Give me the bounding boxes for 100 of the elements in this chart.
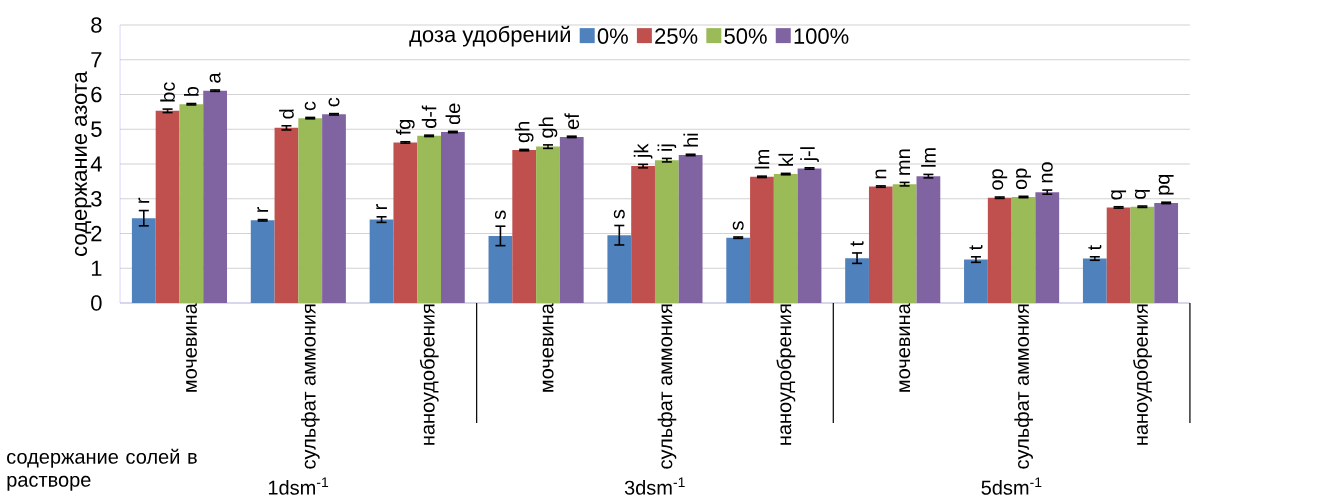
data-label: r [376,204,387,210]
x-axis-title: содержание солей в растворе [7,448,197,491]
x-tick-label: сульфат аммония [1014,304,1033,469]
data-label: q [1111,190,1127,200]
y-tick-label: 7 [91,52,102,68]
y-axis-title: содержание азота [74,71,92,256]
bar [726,237,751,303]
bar [131,218,156,303]
bar [203,90,228,303]
y-tick-label: 5 [91,121,102,137]
data-label: gh [514,122,534,143]
bar [417,135,441,303]
bar [678,154,703,303]
x-tick-label: мочевина [899,303,911,392]
data-label: d [279,109,294,119]
x-tick-label: мочевина [185,303,197,392]
data-label: ef [564,113,580,129]
legend-title: доза удобрений [409,25,570,47]
bar [773,174,798,303]
bar [868,186,893,303]
bar [797,168,822,303]
bar [892,184,917,303]
data-label: n [875,169,887,179]
data-label: lm [921,148,936,167]
x-tick-label: сульфат аммония [301,304,320,469]
data-label: op [1016,168,1031,190]
x-tick-label: сульфат аммония [657,304,677,469]
data-label: c [304,101,316,111]
data-label: j-l [800,147,819,162]
y-tick-label: 8 [91,17,102,33]
y-tick-label: 6 [91,86,102,103]
bar [916,176,941,303]
y-tick-label: 0 [91,295,102,311]
data-label: t [850,241,864,247]
data-label: t [1088,244,1102,251]
data-label: s [613,209,625,219]
bar [274,127,299,303]
bar [1035,192,1060,303]
bar [488,235,513,303]
data-label: no [1041,162,1053,183]
data-label: b [184,86,199,96]
data-label: de [445,103,461,125]
text: 3dsm$^{-1}$ [624,477,685,495]
bar [512,150,537,303]
bar [607,235,632,303]
bar [1106,207,1131,303]
bar [369,219,394,303]
bar [987,197,1012,303]
data-label: gh [538,117,558,138]
data-label: r [138,197,150,203]
data-label: a [209,72,221,83]
y-tick-label: 3 [91,190,102,207]
legend-label: 50% [724,28,767,44]
data-label: q [1134,189,1150,199]
y-tick-label: 2 [91,225,102,242]
data-label: s [494,210,506,220]
bar [631,166,655,303]
bar [1154,202,1179,303]
bar [964,259,988,303]
data-label: op [992,169,1008,190]
data-label: lm [754,150,770,169]
x-tick-label: наноудобрения [776,304,796,445]
data-label: c [328,97,340,107]
x-tick-label: мочевина [542,303,554,392]
legend-label: 0% [597,28,628,44]
bar [845,258,869,303]
data-label: fg [396,120,415,136]
bar [322,114,346,303]
bar [179,104,204,303]
data-label: jk [633,143,653,159]
bar [155,110,180,303]
bar [1011,197,1036,303]
text: 1dsm$^{-1}$ [268,477,329,495]
data-label: d-f [421,105,437,128]
y-tick-label: 4 [90,156,102,172]
bar [750,176,774,303]
bar [654,160,679,303]
bar [559,136,584,303]
data-label: r [257,206,269,212]
data-label: ij [657,144,677,151]
legend-label: 25% [655,28,698,44]
bar [536,146,560,303]
data-label: hi [683,133,698,147]
legend-label: 100% [794,28,849,44]
data-label: mn [899,149,910,175]
data-label: t [969,244,983,251]
bar [1130,206,1155,303]
x-tick-label: наноудобрения [1133,304,1152,445]
bar [298,118,323,303]
data-label: pq [1158,174,1174,195]
bar [250,220,275,303]
data-label: s [732,221,744,231]
y-tick-label: 1 [91,260,102,276]
bar [393,142,418,303]
data-label: bc [160,82,175,102]
bar [1082,258,1107,303]
x-tick-label: наноудобрения [419,304,439,445]
text: 5dsm$^{-1}$ [981,477,1042,495]
data-label: kl [778,153,793,166]
bar [440,132,465,303]
